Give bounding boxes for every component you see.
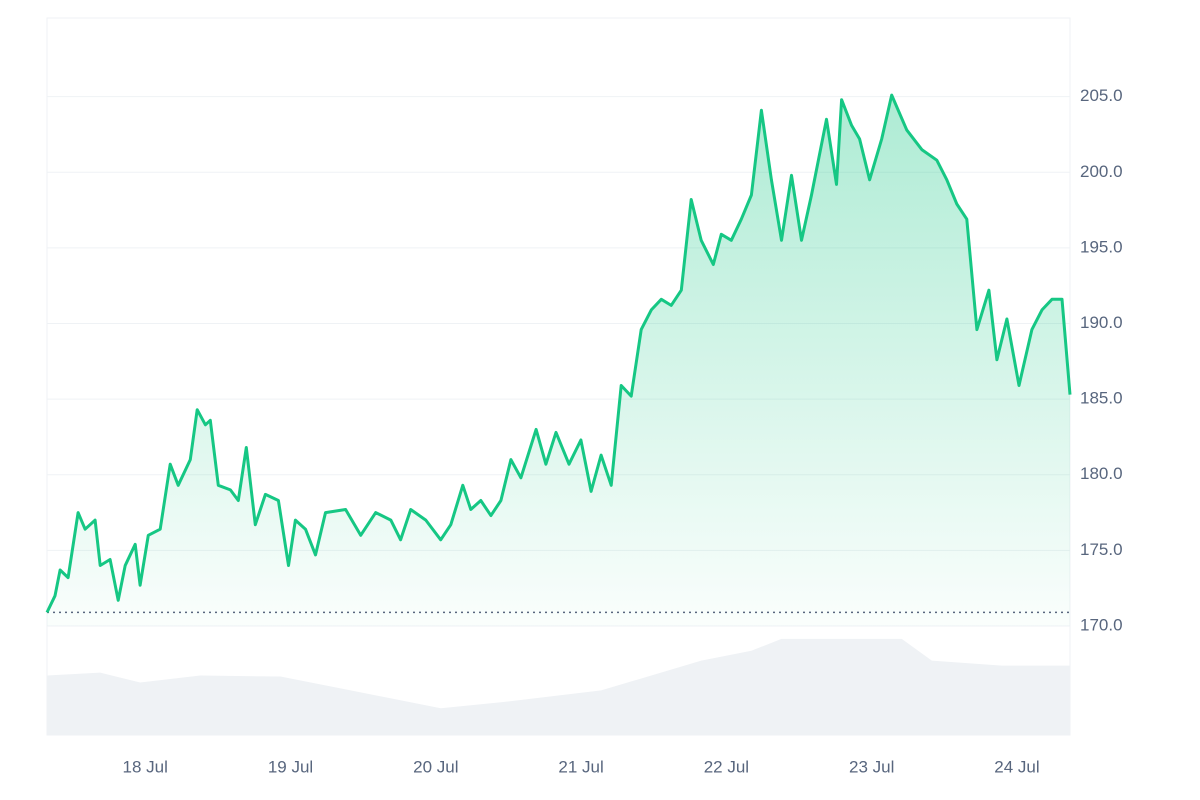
volume-area — [47, 638, 1070, 735]
price-area — [47, 95, 1070, 627]
y-tick-label: 205.0 — [1080, 86, 1123, 105]
y-tick-label: 190.0 — [1080, 313, 1123, 332]
x-tick-label: 18 Jul — [123, 757, 168, 776]
y-tick-label: 185.0 — [1080, 389, 1123, 408]
x-tick-label: 24 Jul — [994, 757, 1039, 776]
price-line — [45, 93, 1072, 614]
x-tick-label: 21 Jul — [558, 757, 603, 776]
x-tick-label: 22 Jul — [704, 757, 749, 776]
y-tick-label: 195.0 — [1080, 237, 1123, 256]
y-tick-label: 170.0 — [1080, 615, 1123, 634]
y-tick-label: 200.0 — [1080, 162, 1123, 181]
y-tick-label: 175.0 — [1080, 540, 1123, 559]
y-tick-label: 180.0 — [1080, 464, 1123, 483]
x-tick-label: 20 Jul — [413, 757, 458, 776]
x-tick-label: 19 Jul — [268, 757, 313, 776]
x-tick-label: 23 Jul — [849, 757, 894, 776]
